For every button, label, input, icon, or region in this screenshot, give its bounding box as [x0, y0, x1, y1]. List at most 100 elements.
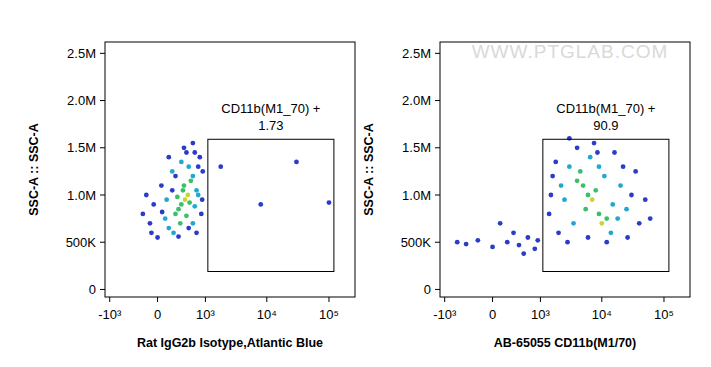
- y-tick: [435, 100, 440, 101]
- x-axis-label: Rat IgG2b Isotype,Atlantic Blue: [137, 336, 323, 350]
- event-dot: [532, 246, 537, 251]
- event-dot: [624, 207, 629, 212]
- event-dot: [170, 169, 175, 174]
- event-dot: [183, 197, 188, 202]
- x-tick: [663, 297, 664, 302]
- event-dot: [550, 174, 555, 179]
- y-tick: [100, 147, 105, 148]
- event-dot: [196, 193, 201, 198]
- event-dot: [571, 221, 576, 226]
- y-tick: [100, 100, 105, 101]
- event-dot: [218, 164, 223, 169]
- event-dot: [586, 193, 591, 198]
- event-dot: [164, 197, 169, 202]
- event-dot: [597, 164, 602, 169]
- y-tick-label: 2.0M: [67, 93, 96, 108]
- gate-value: 1.73: [258, 118, 283, 133]
- event-dot: [294, 160, 299, 165]
- x-tick-label: 10³: [196, 307, 215, 322]
- panel: CD11b(M1_70) +1.73-10³010³10⁴10⁵0500K1.0…: [27, 42, 355, 350]
- event-dot: [608, 230, 613, 235]
- event-dot: [521, 251, 526, 256]
- event-dot: [327, 200, 332, 205]
- y-axis-label: SSC-A :: SSC-A: [362, 123, 376, 216]
- event-dot: [475, 238, 480, 243]
- event-dot: [643, 197, 648, 202]
- y-tick: [435, 242, 440, 243]
- y-tick: [100, 53, 105, 54]
- event-dot: [176, 207, 181, 212]
- event-dot: [612, 150, 617, 155]
- y-tick-label: 500K: [66, 235, 97, 250]
- event-dot: [567, 136, 572, 141]
- event-dot: [595, 150, 600, 155]
- event-dot: [190, 141, 195, 146]
- x-tick-label: 10³: [531, 307, 550, 322]
- event-dot: [586, 235, 591, 240]
- y-tick: [435, 289, 440, 290]
- y-tick: [100, 289, 105, 290]
- event-dot: [160, 210, 165, 215]
- y-tick: [435, 147, 440, 148]
- event-dot: [618, 183, 623, 188]
- event-dot: [610, 202, 615, 207]
- event-dot: [185, 193, 190, 198]
- event-dot: [592, 141, 597, 146]
- x-tick: [328, 297, 329, 302]
- event-dot: [625, 235, 630, 240]
- event-dot: [184, 213, 189, 218]
- x-tick: [601, 297, 602, 302]
- points: [455, 136, 669, 272]
- event-dot: [196, 164, 201, 169]
- x-tick-label: 10⁵: [654, 307, 674, 322]
- event-dot: [151, 202, 156, 207]
- event-dot: [590, 197, 595, 202]
- x-tick-label: -10³: [98, 307, 122, 322]
- event-dot: [171, 230, 176, 235]
- event-dot: [511, 230, 516, 235]
- y-tick-label: 1.0M: [67, 188, 96, 203]
- y-tick-label: 0: [89, 282, 96, 297]
- event-dot: [562, 197, 567, 202]
- event-dot: [199, 211, 204, 216]
- event-dot: [194, 230, 199, 235]
- event-dot: [455, 240, 460, 245]
- event-dot: [194, 188, 199, 193]
- event-dot: [615, 216, 620, 221]
- event-dot: [192, 204, 197, 209]
- event-dot: [505, 240, 510, 245]
- event-dot: [629, 193, 634, 198]
- background: [0, 0, 711, 367]
- event-dot: [581, 183, 586, 188]
- points: [140, 139, 333, 271]
- y-tick-label: 0: [424, 282, 431, 297]
- event-dot: [186, 226, 191, 231]
- event-dot: [170, 188, 175, 193]
- event-dot: [593, 188, 598, 193]
- x-tick: [157, 297, 158, 302]
- event-dot: [547, 211, 552, 216]
- event-dot: [517, 243, 522, 248]
- event-dot: [179, 160, 184, 165]
- event-dot: [190, 221, 195, 226]
- event-dot: [575, 178, 580, 183]
- y-tick: [435, 195, 440, 196]
- event-dot: [179, 202, 184, 207]
- event-dot: [192, 150, 197, 155]
- y-tick-label: 1.5M: [402, 140, 431, 155]
- x-tick: [109, 297, 110, 302]
- event-dot: [176, 234, 181, 239]
- x-tick-label: -10³: [433, 307, 457, 322]
- event-dot: [182, 183, 187, 188]
- event-dot: [535, 238, 540, 243]
- event-dot: [163, 216, 168, 221]
- x-tick-label: 10⁴: [592, 307, 612, 322]
- gate: [543, 139, 669, 271]
- x-tick: [492, 297, 493, 302]
- event-dot: [187, 200, 192, 205]
- event-dot: [258, 202, 263, 207]
- figure: CD11b(M1_70) +1.73-10³010³10⁴10⁵0500K1.0…: [0, 0, 711, 367]
- event-dot: [490, 245, 495, 250]
- event-dot: [178, 221, 183, 226]
- event-dot: [575, 145, 580, 150]
